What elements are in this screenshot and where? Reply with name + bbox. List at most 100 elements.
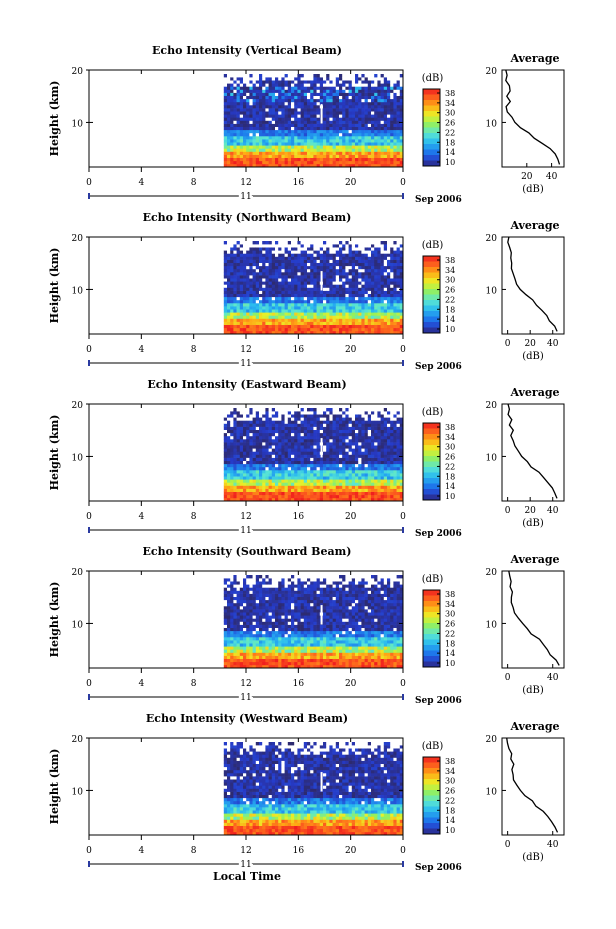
heatmap-cell (239, 414, 244, 418)
heatmap-cell (323, 272, 327, 276)
heatmap-cell (361, 324, 365, 329)
heatmap-cell (355, 439, 359, 443)
heatmap-cell (300, 123, 305, 127)
heatmap-cell (294, 278, 298, 282)
heatmap-cell (371, 268, 375, 273)
heatmap-cell (255, 120, 260, 124)
heatmap-cell (303, 494, 308, 499)
heatmap-cell (361, 105, 365, 109)
heatmap-cell (329, 423, 333, 427)
heatmap-cell (271, 485, 276, 489)
heatmap-cell (252, 105, 257, 109)
heatmap-cell (268, 241, 273, 245)
heatmap-cell (313, 454, 317, 458)
heatmap-cell (265, 299, 269, 304)
heatmap-cell (255, 139, 260, 143)
heatmap-cell (284, 293, 289, 298)
heatmap-cell (236, 259, 241, 263)
heatmap-cell (374, 163, 378, 168)
heatmap-cell (275, 256, 279, 260)
heatmap-cell (227, 318, 231, 322)
heatmap-cell (268, 105, 273, 109)
heatmap-cell (329, 324, 333, 329)
heatmap-cell (236, 485, 241, 489)
heatmap-cell (399, 247, 404, 251)
heatmap-cell (265, 315, 269, 319)
heatmap-cell (364, 151, 369, 155)
heatmap-cell (223, 157, 228, 162)
heatmap-cell (243, 491, 247, 496)
heatmap-cell (271, 327, 276, 332)
heatmap-cell (313, 148, 317, 152)
heatmap-cell (377, 420, 381, 424)
heatmap-cell (271, 265, 276, 270)
heatmap-cell (255, 435, 260, 440)
heatmap-cell (278, 281, 282, 285)
heatmap-cell (265, 278, 269, 282)
heatmap-cell (297, 117, 301, 121)
heatmap-cell (329, 435, 333, 440)
heatmap-cell (377, 429, 381, 434)
heatmap-cell (377, 497, 381, 502)
heatmap-cell (249, 136, 253, 140)
heatmap-cell (249, 312, 253, 316)
heatmap-cell (223, 429, 228, 434)
heatmap-cell (374, 423, 378, 427)
heatmap-cell (278, 293, 282, 298)
heatmap-cell (246, 299, 250, 304)
heatmap-cell (268, 120, 273, 124)
heatmap-cell (326, 265, 330, 270)
heatmap-cell (326, 466, 330, 471)
heatmap-cell (399, 74, 404, 78)
heatmap-cell (380, 129, 385, 134)
heatmap-cell (316, 145, 321, 149)
heatmap-cell (239, 142, 244, 146)
heatmap-cell (348, 479, 353, 483)
heatmap-cell (342, 494, 346, 499)
heatmap-cell (268, 111, 273, 115)
heatmap-cell (367, 457, 372, 461)
heatmap-cell (275, 482, 279, 486)
heatmap-cell (319, 89, 324, 93)
heatmap-cell (335, 154, 340, 158)
colorbar-swatch (423, 155, 440, 161)
heatmap-cell (310, 160, 314, 165)
heatmap-cell (268, 74, 273, 78)
heatmap-cell (355, 485, 359, 489)
heatmap-cell (323, 327, 327, 332)
heatmap-cell (287, 287, 292, 291)
heatmap-cell (355, 268, 359, 273)
heatmap-cell (255, 142, 260, 146)
heatmap-cell (377, 89, 381, 93)
heatmap-cell (230, 284, 234, 288)
heatmap-cell (307, 92, 311, 96)
heatmap-cell (393, 309, 397, 313)
heatmap-cell (268, 139, 273, 143)
heatmap-cell (227, 429, 231, 434)
heatmap-cell (367, 411, 372, 415)
heatmap-cell (252, 303, 257, 307)
heatmap-cell (358, 414, 362, 418)
heatmap-cell (342, 432, 346, 437)
heatmap-cell (390, 129, 394, 134)
heatmap-cell (239, 491, 244, 496)
heatmap-cell (383, 126, 388, 131)
heatmap-cell (361, 86, 365, 90)
heatmap-cell (265, 479, 269, 483)
heatmap-cell (233, 101, 237, 106)
heatmap-cell (291, 86, 295, 90)
heatmap-cell (246, 327, 250, 332)
heatmap-cell (364, 491, 369, 496)
heatmap-cell (313, 256, 317, 260)
heatmap-cell (259, 460, 263, 465)
heatmap-cell (303, 482, 308, 486)
heatmap-cell (332, 241, 337, 245)
heatmap-cell (252, 151, 257, 155)
heatmap-cell (377, 77, 381, 81)
heatmap-cell (233, 309, 237, 313)
heatmap-cell (239, 473, 244, 477)
heatmap-cell (255, 136, 260, 140)
heatmap-cell (380, 126, 385, 131)
heatmap-cell (291, 423, 295, 427)
heatmap-cell (374, 432, 378, 437)
